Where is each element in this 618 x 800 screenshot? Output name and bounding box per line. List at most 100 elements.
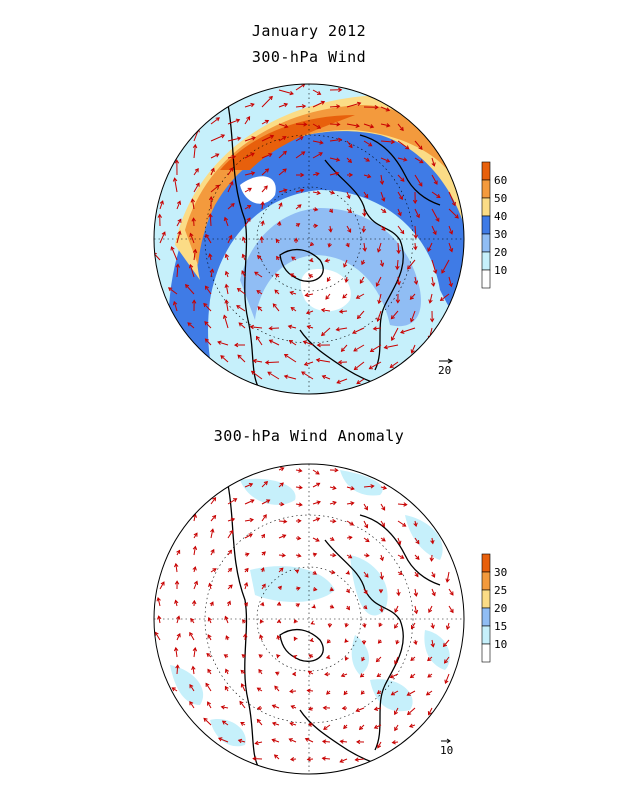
wind-vector-head — [276, 619, 282, 624]
wind-vector — [380, 503, 386, 511]
wind-vector — [363, 520, 368, 528]
wind-vector — [261, 481, 268, 488]
wind-vector-head — [221, 720, 227, 725]
wind-vector — [448, 588, 454, 596]
anomaly-patch — [424, 630, 450, 670]
wind-vector-head — [289, 689, 294, 694]
wind-vector-head — [364, 573, 369, 578]
polar-calm — [300, 269, 351, 312]
wind-vector-head — [274, 685, 279, 690]
wind-vector — [305, 738, 314, 743]
wind-vector — [254, 271, 263, 278]
wind-vector-head — [340, 673, 346, 678]
wind-vector-head — [283, 188, 288, 193]
wind-vector — [244, 205, 251, 210]
wind-vector-head — [207, 634, 212, 639]
wind-vector — [278, 89, 294, 95]
wind-vector-head — [288, 738, 293, 743]
wind-vector — [253, 360, 263, 363]
wind-vector — [410, 310, 416, 322]
wind-vector — [363, 174, 371, 178]
wind-vector-head — [394, 608, 399, 613]
coastline — [299, 709, 381, 766]
wind-vector — [210, 549, 215, 556]
wind-vector — [193, 581, 198, 590]
coastline — [299, 329, 381, 386]
colorbar-label: 15 — [494, 620, 507, 633]
wind-vector — [295, 189, 304, 193]
wind-vector-head — [298, 502, 303, 507]
wind-vector-head — [189, 631, 194, 637]
wind-vector-head — [381, 506, 386, 511]
wind-vector — [369, 361, 382, 370]
wind-vector-head — [410, 656, 415, 662]
wind-vector — [376, 656, 382, 662]
wind-vector — [431, 157, 435, 167]
wind-vector-head — [272, 303, 277, 308]
wind-vector-head — [243, 602, 248, 607]
wind-vector-head — [195, 182, 200, 187]
wind-vector-head — [308, 654, 313, 659]
wind-vector — [397, 208, 402, 216]
wind-vector — [312, 101, 325, 108]
wind-vector-head — [445, 578, 450, 583]
wind-vector — [414, 157, 424, 164]
wind-vector-head — [413, 609, 419, 615]
wind-vector-head — [283, 353, 289, 358]
wind-vector-head — [215, 184, 220, 189]
wind-vector-head — [240, 669, 245, 674]
wind-vector-head — [307, 722, 313, 727]
wind-vector — [378, 293, 382, 304]
colorbar-swatch — [481, 215, 491, 235]
wind-vector — [407, 690, 416, 696]
wind-vector-head — [189, 700, 194, 706]
coastline — [279, 248, 324, 282]
wind-vector — [227, 167, 234, 176]
wind-vector — [427, 242, 433, 252]
wind-vector — [227, 137, 241, 142]
anomaly-patch — [350, 555, 388, 616]
wind-vector — [305, 293, 314, 296]
wind-vector-head — [204, 321, 209, 326]
wind-vector-head — [227, 549, 232, 554]
wind-vector-head — [223, 216, 228, 222]
wind-vector — [316, 359, 331, 363]
wind-vector — [380, 520, 385, 527]
wind-vector — [312, 172, 319, 176]
wind-vector-head — [306, 757, 311, 762]
wind-vector — [244, 152, 255, 159]
wind-vector — [244, 187, 252, 193]
anomaly-patch — [370, 679, 413, 712]
reference-vector-label: 10 — [440, 744, 454, 757]
wind-vector-head — [316, 124, 322, 129]
wind-vector — [204, 321, 212, 329]
wind-vector-head — [266, 499, 271, 504]
map-border — [153, 83, 465, 395]
wind-vector-head — [380, 522, 385, 528]
wind-vector-head — [289, 90, 294, 96]
wind-vector-head — [454, 214, 459, 219]
wind-vector — [380, 571, 383, 580]
wind-vector-head — [415, 555, 420, 560]
wind-vector — [237, 354, 246, 363]
wind-vector — [448, 191, 456, 206]
wind-vector-head — [406, 691, 411, 696]
wind-vector — [295, 486, 303, 489]
wind-vector — [224, 616, 229, 624]
wind-vector-head — [365, 538, 370, 543]
wind-vector — [363, 208, 366, 216]
wind-vector-head — [264, 360, 270, 365]
wind-vector-head — [222, 314, 228, 319]
wind-vector — [353, 344, 365, 352]
wind-vector-head — [379, 556, 384, 562]
wind-vector — [278, 554, 286, 557]
wind-vector-head — [331, 570, 336, 575]
wind-vector-head — [379, 575, 384, 581]
wind-vector — [168, 287, 178, 295]
wind-vector-head — [255, 335, 260, 341]
wind-vector-head — [250, 171, 256, 176]
wind-vector-head — [229, 180, 234, 186]
wind-vector — [397, 191, 403, 200]
wind-vector — [203, 303, 212, 312]
wind-vector-head — [231, 154, 237, 160]
